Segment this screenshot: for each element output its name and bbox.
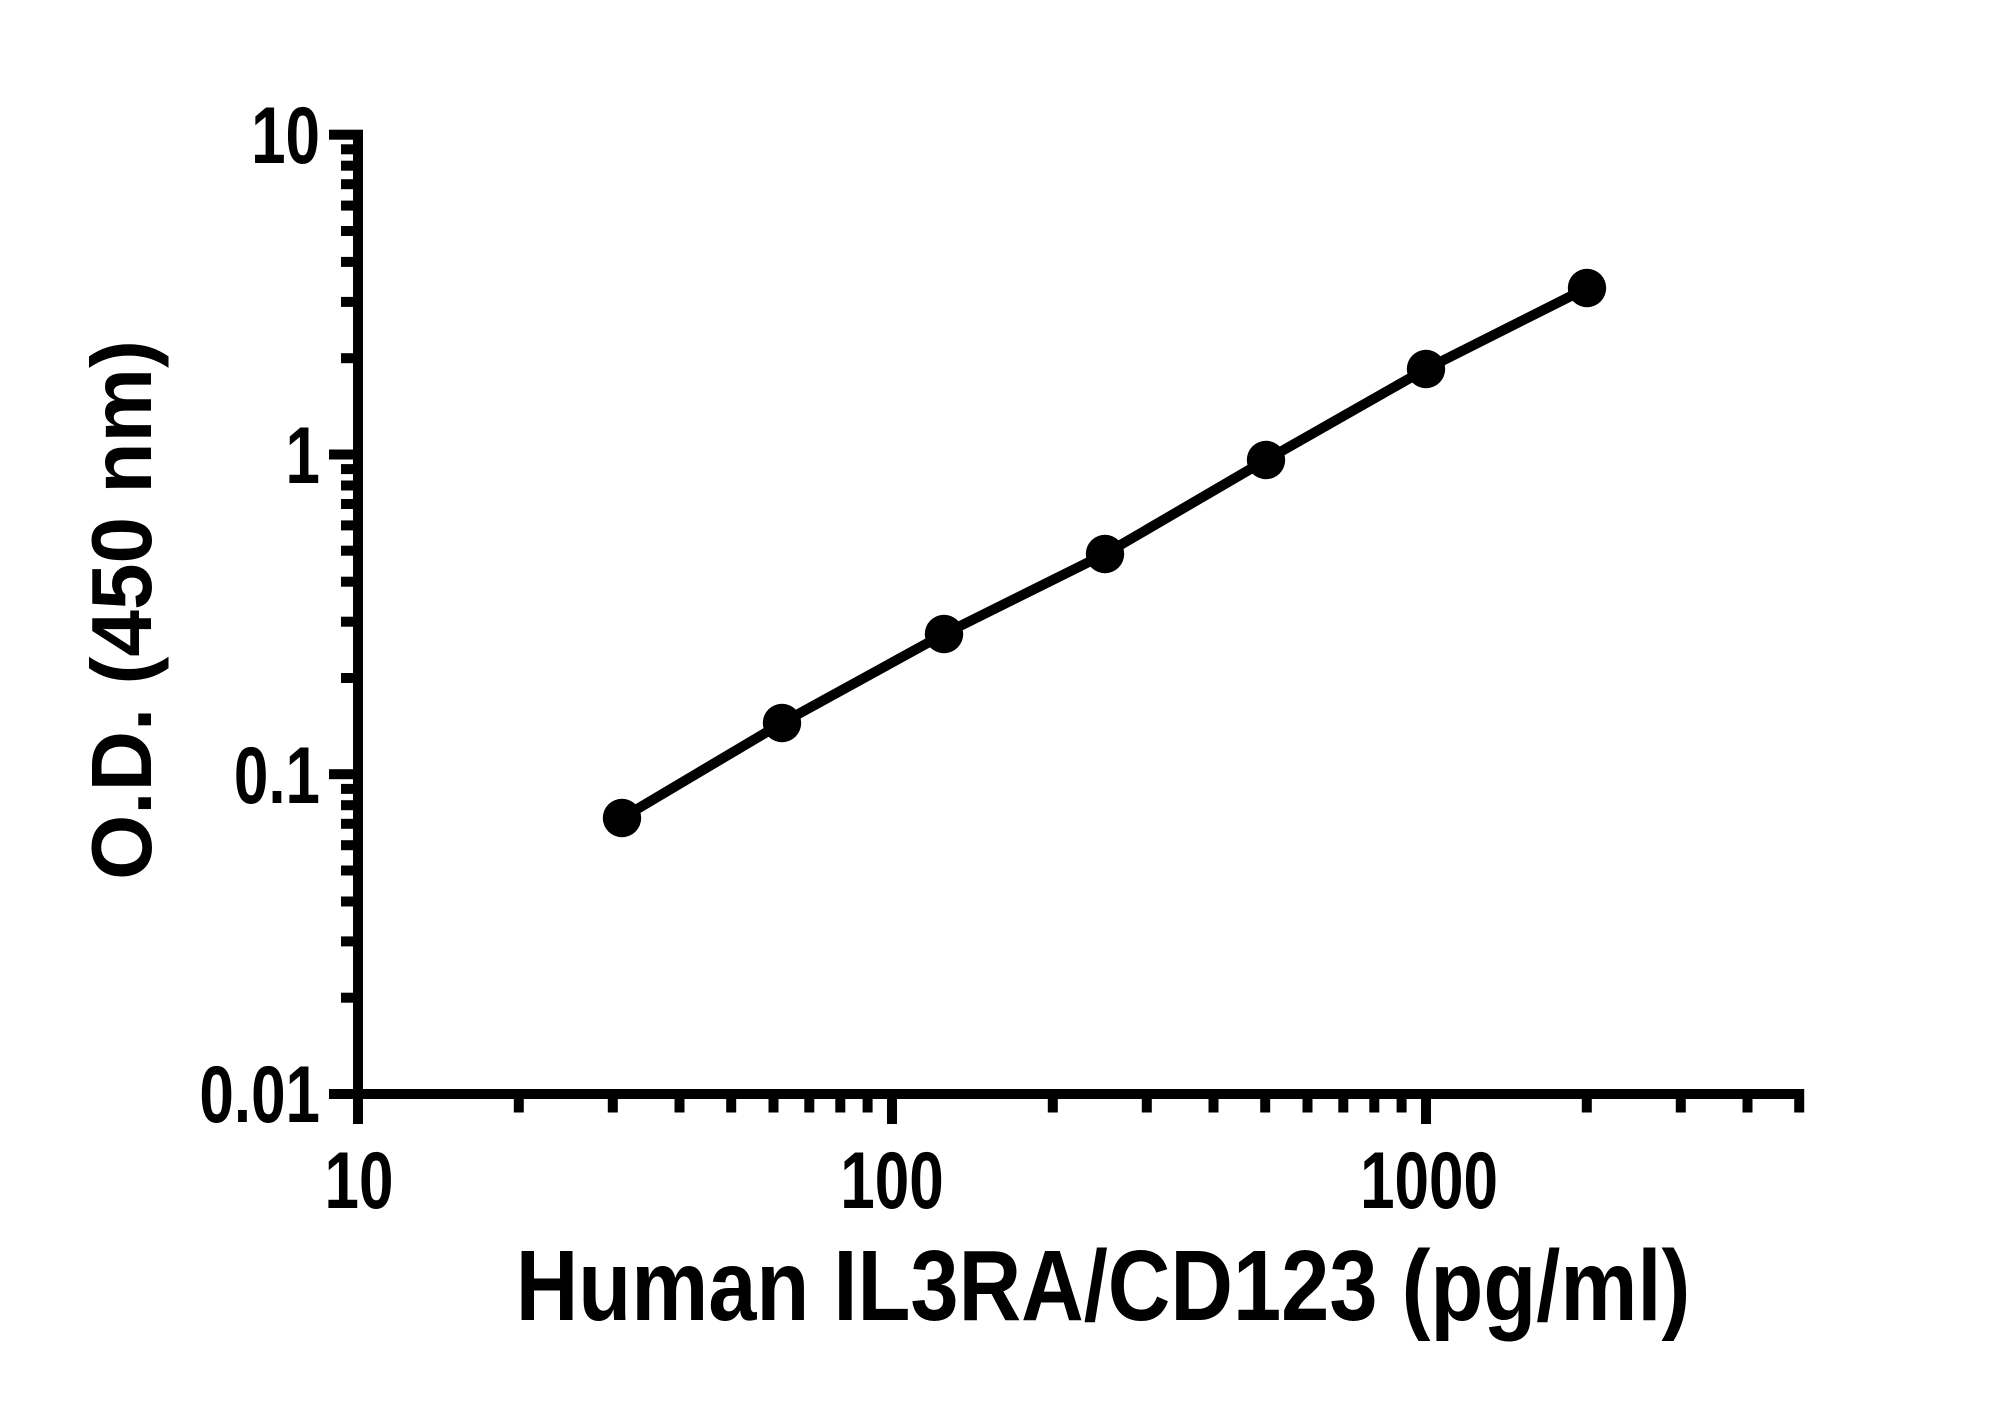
svg-text:0.01: 0.01 xyxy=(199,1050,320,1140)
svg-text:100: 100 xyxy=(840,1136,943,1226)
svg-text:10: 10 xyxy=(325,1136,394,1226)
svg-text:Human IL3RA/CD123 (pg/ml): Human IL3RA/CD123 (pg/ml) xyxy=(516,1229,1691,1341)
svg-text:1000: 1000 xyxy=(1360,1136,1498,1226)
svg-text:0.1: 0.1 xyxy=(234,731,320,821)
svg-text:10: 10 xyxy=(251,91,320,181)
svg-text:1: 1 xyxy=(286,411,320,501)
svg-text:O.D. (450 nm): O.D. (450 nm) xyxy=(74,340,169,880)
